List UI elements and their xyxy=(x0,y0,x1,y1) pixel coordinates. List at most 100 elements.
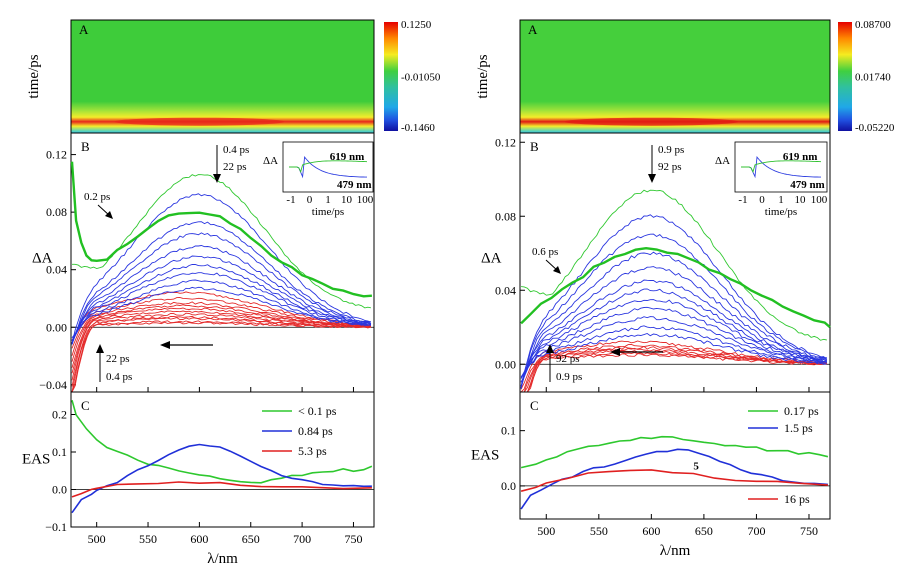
x-tick-label: 600 xyxy=(642,524,660,538)
spectrum-red xyxy=(71,304,372,362)
spectrum-blue xyxy=(520,279,828,387)
x-axis-label: λ/nm xyxy=(660,543,691,559)
spectrum-blue xyxy=(71,272,372,341)
inset-xlabel: time/ps xyxy=(312,206,344,218)
eas-0-17-ps xyxy=(520,435,829,469)
spectrum-red xyxy=(71,321,371,393)
heatmap xyxy=(71,20,374,133)
inset-xtick-label: 10 xyxy=(795,194,807,206)
inset-green-trace xyxy=(741,160,822,174)
panel-b-label: B xyxy=(530,139,539,154)
panel-b-ylabel: ΔA xyxy=(32,251,53,267)
y-tick-label: 0.0 xyxy=(52,483,67,497)
chart-right: Atime/ps0.087000.01740-0.052200.000.040.… xyxy=(471,19,895,559)
arrow-head xyxy=(160,341,170,349)
panel-c-ylabel: EAS xyxy=(471,448,499,464)
spectrum-red xyxy=(71,317,372,393)
y-tick-label: 0.12 xyxy=(495,135,516,149)
spectrum-blue xyxy=(520,325,827,378)
spectrum-blue xyxy=(520,316,827,379)
annotation-top-1: 0.9 ps xyxy=(658,144,684,156)
legend-label: 5.3 ps xyxy=(298,444,327,458)
spectrum-blue xyxy=(71,232,371,345)
annotation-top-1: 0.4 ps xyxy=(223,144,249,156)
y-tick-label: 0.2 xyxy=(52,408,67,422)
spectrum-blue xyxy=(71,255,372,344)
spectrum-red xyxy=(521,353,827,393)
spectrum-blue xyxy=(520,288,827,386)
arrow-head xyxy=(553,266,561,274)
spectrum-red xyxy=(71,310,371,374)
colorbar xyxy=(838,22,852,131)
spectrum-blue xyxy=(520,306,827,383)
y-tick-label: 0.12 xyxy=(46,148,67,162)
spectrum-red xyxy=(71,297,371,349)
arrow-head xyxy=(213,174,221,183)
y-tick-label: 0.1 xyxy=(501,424,516,438)
spectrum-blue xyxy=(520,299,827,383)
spectrum-green-thin xyxy=(72,174,371,309)
x-tick-label: 750 xyxy=(344,532,362,546)
spectrum-blue xyxy=(520,251,827,389)
spectrum-blue xyxy=(71,245,372,345)
arrow-head xyxy=(648,174,656,183)
x-tick-label: 550 xyxy=(590,524,608,538)
inset-blue-label: 619 nm xyxy=(783,151,818,163)
spectrum-green-thin xyxy=(521,189,827,341)
legend-label: 0.17 ps xyxy=(784,404,819,418)
spectrum-red xyxy=(71,301,371,356)
inset-ylabel: ΔA xyxy=(715,155,730,167)
spectrum-green-thick xyxy=(70,161,372,298)
inset-xtick-label: 1 xyxy=(325,194,331,206)
x-tick-label: 750 xyxy=(800,524,818,538)
spectrum-blue xyxy=(520,214,827,389)
panel-a-ylabel: time/ps xyxy=(475,54,491,98)
eas--0-1-ps xyxy=(71,399,373,484)
panel-a-label: A xyxy=(528,22,538,37)
inset-blue-trace xyxy=(741,155,821,179)
colorbar-min-label: -0.1460 xyxy=(401,122,435,134)
spectrum-red xyxy=(71,307,371,368)
annotation-left: 0.2 ps xyxy=(84,191,110,203)
colorbar-max-label: 0.1250 xyxy=(401,19,432,31)
chart-left: Atime/ps0.1250-0.01050-0.1460−0.040.000.… xyxy=(22,19,441,567)
heatmap-peak xyxy=(114,117,285,126)
inset-blue-label: 619 nm xyxy=(330,151,365,163)
x-tick-label: 500 xyxy=(537,524,555,538)
annotation-bottom-2: 0.9 ps xyxy=(556,371,582,383)
annotation-bottom-1: 92 ps xyxy=(556,353,580,365)
inset-green-label: 479 nm xyxy=(337,179,372,191)
y-tick-label: 0.00 xyxy=(495,357,516,371)
eas-0-84-ps xyxy=(71,443,372,514)
inset-green-label: 479 nm xyxy=(790,179,825,191)
inset-xtick-label: 100 xyxy=(357,194,374,206)
x-tick-label: 650 xyxy=(242,532,260,546)
colorbar-min-label: -0.05220 xyxy=(855,122,895,134)
y-tick-label: −0.04 xyxy=(39,378,67,392)
eas-5-3-ps xyxy=(71,481,372,498)
panel-c-frame xyxy=(519,391,831,520)
inset-xtick-label: -1 xyxy=(286,194,295,206)
legend-label: 1.5 ps xyxy=(784,421,813,435)
inset-xtick-label: 100 xyxy=(811,194,828,206)
inset-frame xyxy=(734,141,828,193)
spectrum-blue xyxy=(520,233,828,388)
colorbar xyxy=(384,22,398,131)
y-tick-label: 0.08 xyxy=(495,209,516,223)
y-tick-label: 0.00 xyxy=(46,320,67,334)
annotation-left: 0.6 ps xyxy=(532,246,558,258)
spectrum-blue xyxy=(520,332,827,378)
spectrum-red xyxy=(71,312,372,381)
eas-annotation: 5 xyxy=(693,460,699,472)
panel-c-label: C xyxy=(81,398,90,413)
spectrum-blue xyxy=(71,286,372,339)
y-tick-label: 0.04 xyxy=(495,283,516,297)
spectrum-blue xyxy=(71,263,371,344)
panel-b-ylabel: ΔA xyxy=(481,251,502,267)
x-tick-label: 650 xyxy=(695,524,713,538)
inset-xtick-label: 0 xyxy=(759,194,765,206)
spectrum-red xyxy=(521,349,827,393)
spectrum-blue xyxy=(520,266,828,388)
x-tick-label: 600 xyxy=(190,532,208,546)
heatmap-peak xyxy=(564,117,739,126)
